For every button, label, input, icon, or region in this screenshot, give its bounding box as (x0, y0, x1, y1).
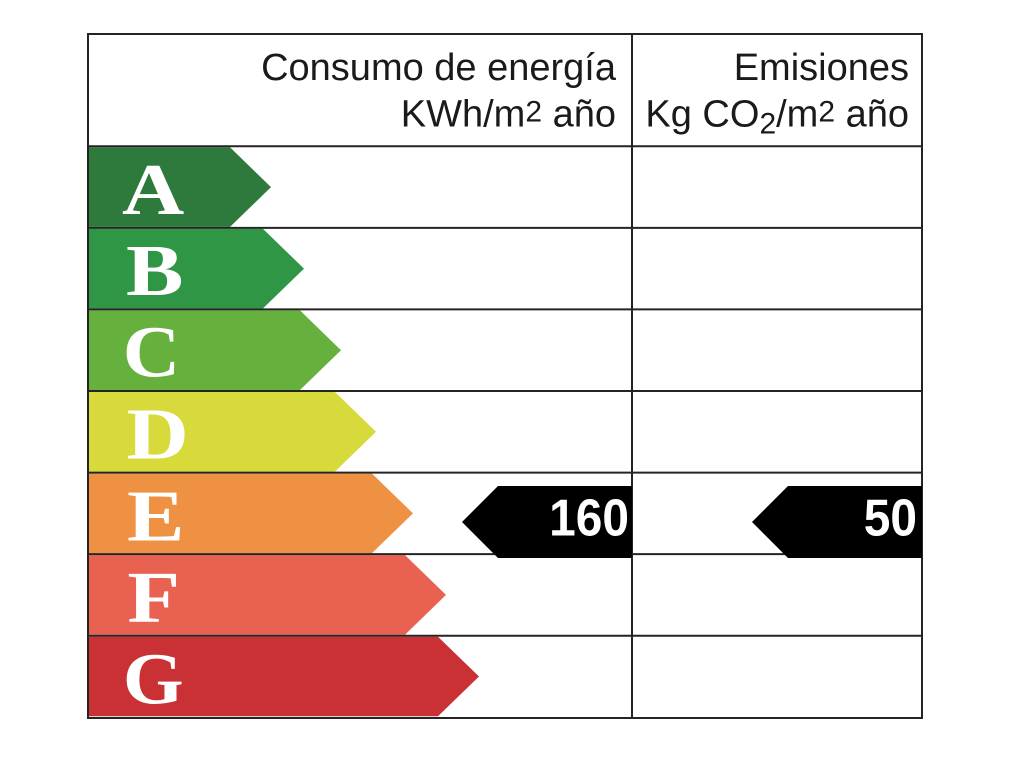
svg-text:A: A (122, 150, 185, 230)
svg-text:E: E (127, 476, 184, 556)
svg-text:160: 160 (549, 489, 629, 547)
svg-text:F: F (127, 558, 180, 638)
svg-text:Emisiones: Emisiones (734, 47, 909, 89)
svg-text:B: B (126, 231, 183, 311)
svg-text:KWh/m2 año: KWh/m2 año (401, 93, 616, 135)
svg-text:Consumo de energía: Consumo de energía (261, 47, 617, 89)
svg-text:D: D (127, 394, 189, 474)
svg-text:C: C (123, 312, 180, 393)
svg-text:50: 50 (864, 489, 917, 547)
svg-text:Kg CO2/m2 año: Kg CO2/m2 año (645, 93, 909, 140)
svg-text:G: G (123, 640, 184, 720)
